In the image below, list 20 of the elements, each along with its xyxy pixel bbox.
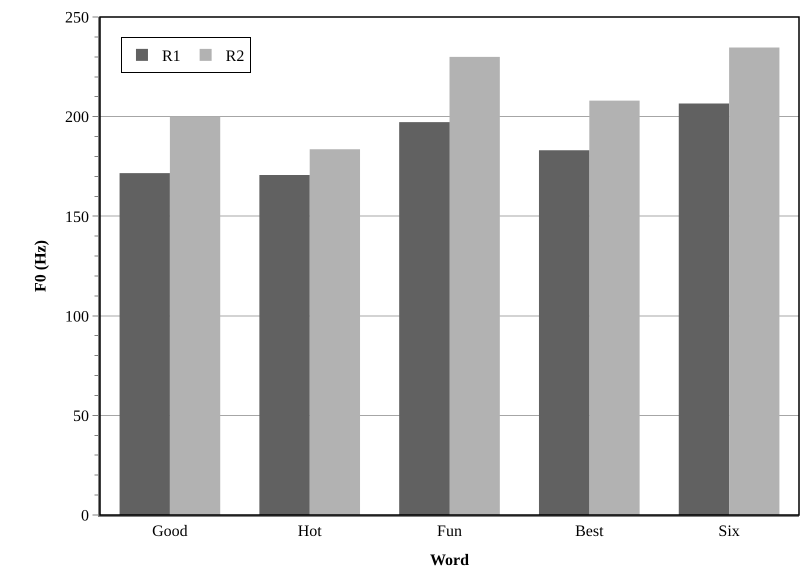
bar xyxy=(399,122,450,515)
x-tick-label: Hot xyxy=(298,522,322,540)
y-tick-label: 200 xyxy=(65,109,90,126)
x-tick-label: Six xyxy=(718,522,740,540)
y-tick-label: 50 xyxy=(73,408,90,425)
x-tick-label: Best xyxy=(575,522,604,540)
bar xyxy=(259,174,310,515)
y-tick-label: 100 xyxy=(65,308,90,326)
x-axis-title: Word xyxy=(430,552,470,570)
legend-label: R1 xyxy=(162,48,181,66)
bar xyxy=(538,150,590,515)
x-tick-label: Good xyxy=(152,522,188,540)
bar xyxy=(678,103,730,515)
bar xyxy=(120,173,170,515)
y-tick-label: 250 xyxy=(65,10,90,27)
x-tick-label: Fun xyxy=(437,522,462,540)
legend-label: R2 xyxy=(226,48,244,66)
y-axis-title: F0 (Hz) xyxy=(32,240,50,292)
y-tick-label: 0 xyxy=(81,508,90,525)
y-tick-label: 150 xyxy=(65,208,90,226)
